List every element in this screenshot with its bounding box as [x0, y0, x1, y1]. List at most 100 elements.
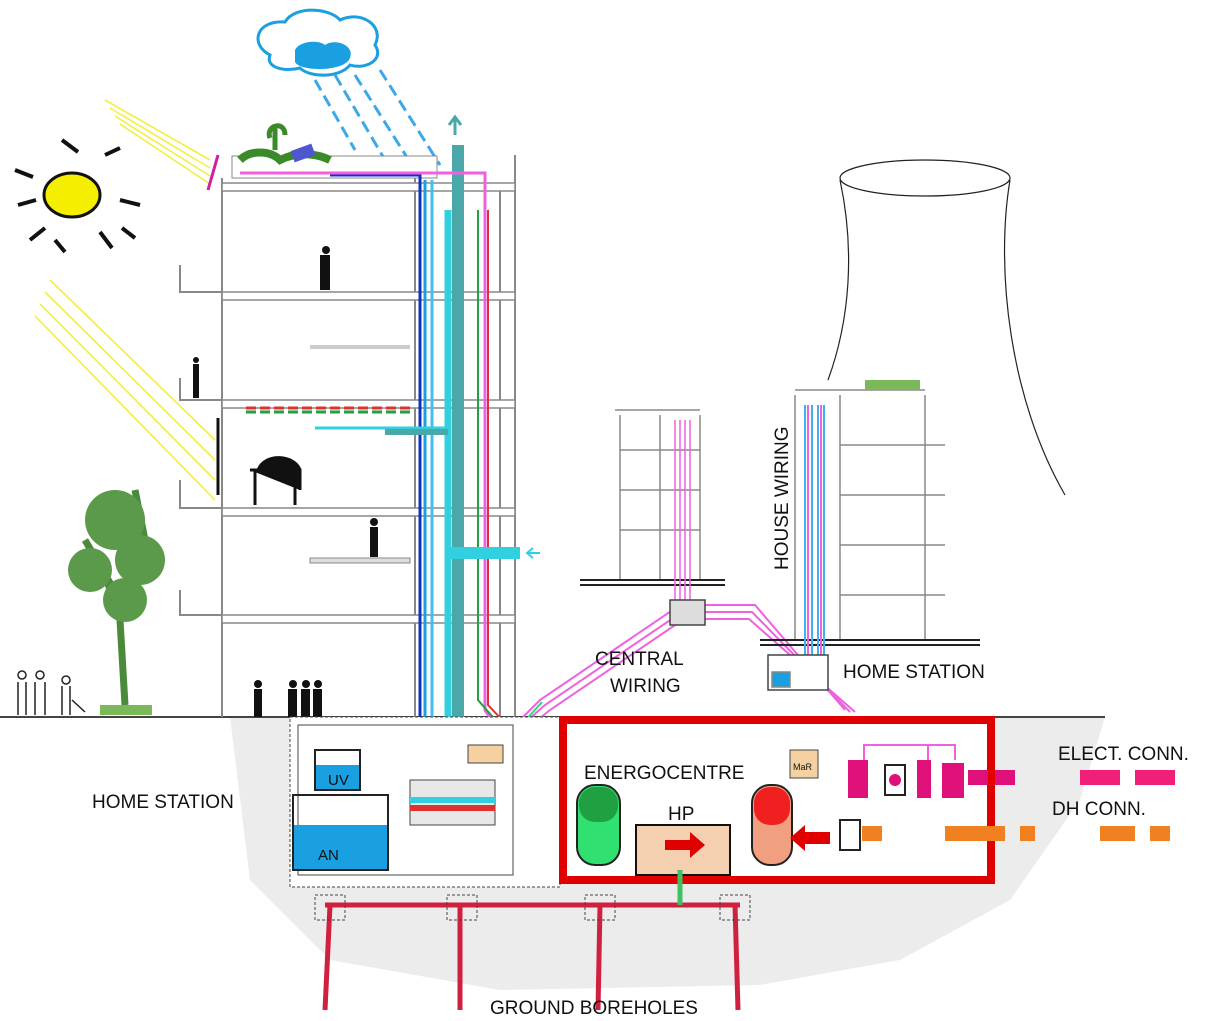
main-building-part	[222, 183, 515, 191]
sun-part	[122, 228, 135, 238]
main-building	[180, 126, 515, 717]
main-building-part-part	[322, 246, 330, 254]
connections-part	[1020, 826, 1035, 841]
sun-rays-part	[115, 116, 210, 176]
pedestrians-part	[62, 676, 70, 684]
sun-part	[105, 148, 120, 155]
connections-part	[968, 770, 988, 785]
pipes-part	[330, 175, 420, 810]
hp-label: HP	[668, 804, 694, 825]
main-building-part	[222, 292, 515, 300]
main-building-part-part	[254, 689, 262, 717]
sun-rays-part	[110, 108, 210, 168]
dh-conn-label: DH CONN.	[1052, 799, 1146, 820]
third-building-part	[808, 405, 821, 660]
energocentre-part	[917, 760, 931, 798]
sun-part	[120, 200, 140, 205]
main-building-part	[222, 155, 515, 717]
mar-label: MaR	[793, 762, 813, 772]
sun-rays-part	[40, 304, 215, 480]
central-wiring-label: CENTRAL	[595, 649, 684, 670]
energocentre-label: ENERGOCENTRE	[584, 763, 744, 784]
main-building-part-part	[370, 527, 378, 557]
connections-part	[862, 826, 882, 841]
second-building	[580, 410, 725, 625]
pipes-part	[527, 548, 540, 558]
third-building	[760, 380, 980, 690]
energocentre-part	[579, 787, 618, 822]
energocentre	[563, 720, 991, 880]
sun-rays-part	[45, 292, 215, 460]
sun-part	[55, 240, 65, 252]
sun-part	[100, 232, 112, 248]
tree-part	[103, 578, 147, 622]
energocentre-part	[889, 774, 901, 786]
main-building-part-part	[301, 689, 310, 717]
pedestrians	[18, 671, 85, 715]
pedestrians-part	[18, 671, 26, 679]
pedestrians-part	[18, 682, 26, 715]
main-building-part	[269, 126, 285, 150]
body: HOUSE WIRING CENTRAL WIRING HOME STATION…	[0, 0, 1213, 1021]
main-building-part-part	[288, 689, 297, 717]
third-building-part	[865, 380, 920, 390]
home-station-label: HOME STATION	[843, 662, 985, 683]
cooling-tower-part	[828, 180, 849, 380]
main-building-part-part	[193, 364, 199, 398]
connections-part	[1135, 770, 1175, 785]
energocentre-part	[840, 820, 860, 850]
main-building-part	[222, 615, 515, 623]
main-building-part	[310, 345, 410, 349]
sun-part	[44, 173, 100, 217]
rain	[315, 70, 440, 170]
sun-part	[62, 140, 78, 152]
main-building-part-part	[254, 680, 262, 688]
sun-part	[15, 170, 33, 177]
connections-part	[995, 770, 1015, 785]
sun-rays	[35, 100, 218, 500]
basement-part	[468, 745, 503, 763]
pedestrians-part	[35, 682, 45, 715]
sun	[15, 140, 140, 252]
tree	[68, 490, 165, 715]
main-building-part-part	[370, 518, 378, 526]
uv-label: UV	[328, 772, 349, 789]
connections-part	[1150, 826, 1170, 841]
ground-boreholes-label: GROUND BOREHOLES	[490, 998, 698, 1019]
diagram: HOUSE WIRING CENTRAL WIRING HOME STATION…	[0, 0, 1213, 1021]
sun-rays-part	[120, 124, 210, 184]
connections-part	[1080, 770, 1120, 785]
cooling-tower-part	[840, 160, 1010, 196]
main-building-part-part	[313, 689, 322, 717]
main-building-part-part	[314, 680, 322, 688]
second-building-part	[615, 410, 700, 580]
rain-part	[380, 70, 440, 165]
tree-part	[100, 705, 152, 715]
main-building-part	[310, 558, 410, 563]
main-building-part-part	[193, 357, 199, 363]
third-building-part	[772, 672, 790, 687]
main-building-part	[222, 508, 515, 516]
sun-rays-part	[105, 100, 210, 160]
pedestrians-part	[36, 671, 44, 679]
energocentre-part	[754, 787, 790, 825]
main-building-part	[180, 265, 222, 615]
an-label: AN	[318, 847, 339, 864]
energocentre-part	[942, 763, 964, 798]
sun-part	[30, 228, 45, 240]
second-building-part	[670, 600, 705, 625]
pedestrians-part	[62, 686, 85, 715]
pipes-part	[340, 180, 425, 800]
sun-rays-part	[35, 316, 215, 500]
second-building-part	[675, 420, 690, 600]
connections-part	[945, 826, 1005, 841]
energocentre-part	[848, 760, 868, 798]
pipes-part	[449, 117, 461, 135]
main-building-part-part	[289, 680, 297, 688]
sun-part	[18, 200, 36, 205]
page: {"diagram": {"labels": { "house_wiring":…	[0, 0, 1213, 1021]
house-wiring-label: HOUSE WIRING	[772, 426, 793, 570]
cooling-tower-part	[1005, 180, 1065, 495]
basement-part	[293, 825, 388, 870]
elect-conn-label: ELECT. CONN.	[1058, 744, 1189, 765]
